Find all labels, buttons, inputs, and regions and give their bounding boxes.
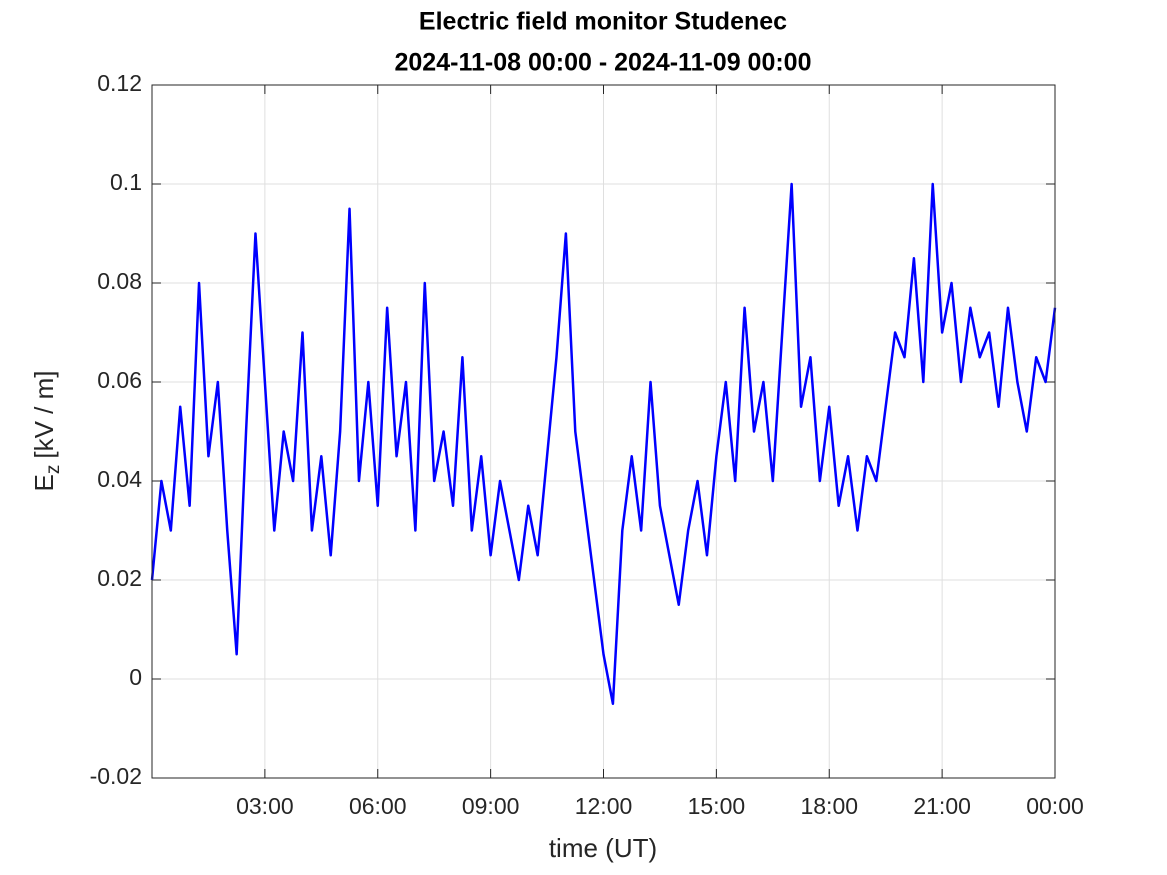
x-tick-label: 03:00 bbox=[236, 793, 294, 819]
y-label-main: E bbox=[29, 474, 59, 491]
y-tick-label: 0.06 bbox=[97, 367, 142, 393]
y-tick-label: 0.08 bbox=[97, 268, 142, 294]
y-label-sub: z bbox=[43, 465, 64, 475]
y-tick-label: 0.02 bbox=[97, 565, 142, 591]
axes-box bbox=[151, 84, 1056, 779]
x-tick-label: 06:00 bbox=[349, 793, 407, 819]
y-tick-label: 0.12 bbox=[97, 70, 142, 96]
data-line bbox=[150, 182, 1057, 705]
y-tick-label: -0.02 bbox=[90, 763, 142, 789]
x-axis-label: time (UT) bbox=[549, 833, 657, 863]
x-tick-label: 21:00 bbox=[913, 793, 971, 819]
x-tick-label: 00:00 bbox=[1026, 793, 1084, 819]
x-tick-label: 15:00 bbox=[688, 793, 746, 819]
x-tick-label: 18:00 bbox=[800, 793, 858, 819]
y-axis-label: Ez [kV / m] bbox=[29, 371, 64, 492]
y-tick-label: 0.04 bbox=[97, 466, 142, 492]
x-tick-label: 12:00 bbox=[575, 793, 633, 819]
chart-title: Electric field monitor Studenec bbox=[419, 8, 787, 36]
y-label-unit: [kV / m] bbox=[29, 371, 59, 459]
y-tick-label: 0.1 bbox=[110, 169, 142, 195]
x-tick-label: 09:00 bbox=[462, 793, 520, 819]
y-tick-label: 0 bbox=[129, 664, 142, 690]
chart-subtitle: 2024-11-08 00:00 - 2024-11-09 00:00 bbox=[395, 49, 812, 77]
